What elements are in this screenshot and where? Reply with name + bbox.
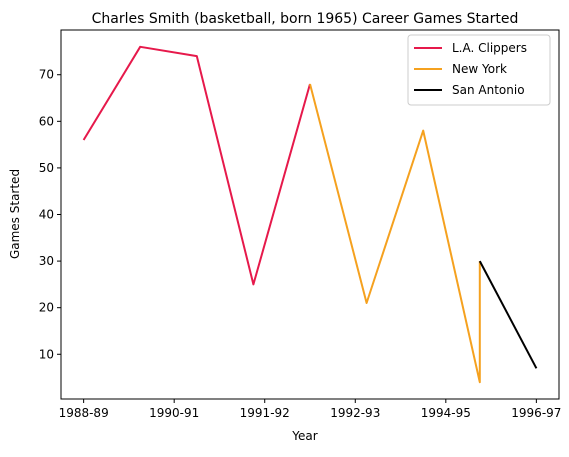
y-axis-label: Games Started [8,169,22,259]
x-tick-label: 1990-91 [149,406,199,420]
plot-lines [82,45,538,384]
y-tick-label: 20 [39,301,54,315]
x-tick-label: 1996-97 [511,406,561,420]
legend-box [407,34,551,106]
y-tick-label: 50 [39,161,54,175]
x-tick-label: 1991-92 [240,406,290,420]
series-line-2 [478,260,538,369]
legend-label-1: New York [452,62,507,76]
y-tick-label: 40 [39,208,54,222]
series-line-1 [309,83,481,384]
legend-label-2: San Antonio [452,83,525,97]
legend: L.A. Clippers New York San Antonio [407,34,551,106]
chart-title: Charles Smith (basketball, born 1965) Ca… [92,11,519,27]
x-tick-label: 1992-93 [330,406,380,420]
x-tick-label: 1988-89 [59,406,109,420]
y-axis: 10 20 30 40 50 60 70 [39,68,61,361]
y-tick-label: 30 [39,254,54,268]
y-tick-label: 70 [39,68,54,82]
x-axis: 1988-89 1990-91 1991-92 1992-93 1994-95 1996-… [59,399,561,420]
y-tick-label: 10 [39,347,54,361]
legend-label-0: L.A. Clippers [452,41,527,55]
series-line-0 [82,45,311,286]
x-tick-label: 1994-95 [421,406,471,420]
y-tick-label: 60 [39,114,54,128]
plot-frame [60,29,560,400]
x-axis-label: Year [291,429,317,443]
